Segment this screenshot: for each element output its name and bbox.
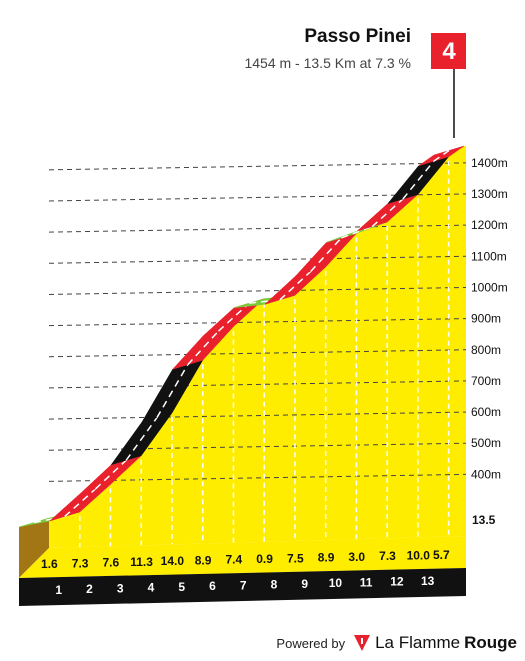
km-label: 12	[390, 575, 404, 589]
road-segment	[418, 145, 465, 166]
gridline-h	[48, 473, 467, 482]
road-centerline	[310, 237, 342, 272]
gridline-h	[48, 411, 467, 420]
road-centerline	[64, 488, 96, 518]
road-centerline	[341, 225, 373, 239]
km-label: 1	[55, 583, 62, 597]
climb-title: Passo Pinei	[304, 26, 411, 47]
brand-name-part1: La Flamme	[375, 633, 461, 652]
km-label: 11	[360, 575, 373, 589]
road-centerline	[156, 364, 189, 418]
powered-by-label: Powered by	[276, 635, 346, 651]
y-tick-label: 1000m	[471, 280, 508, 294]
road-centerline	[217, 302, 250, 332]
gradient-label: 7.3	[72, 556, 89, 570]
y-tick-label: 1200m	[471, 218, 508, 232]
profile-fill	[49, 146, 466, 548]
gradient-label: 11.3	[130, 555, 153, 569]
km-label: 6	[209, 579, 216, 593]
gradient-label: 7.5	[287, 551, 304, 565]
gradient-label: 5.7	[433, 548, 450, 562]
road-centerline	[187, 330, 219, 366]
end-km-label: 13.5	[472, 513, 496, 527]
gradient-label: 3.0	[348, 550, 365, 564]
gridline-h	[48, 318, 467, 327]
road-centerline	[125, 417, 158, 461]
y-tick-label: 900m	[471, 312, 501, 326]
km-label: 5	[178, 580, 185, 594]
y-tick-label: 600m	[471, 405, 501, 419]
summit-category-label: 4	[442, 38, 456, 65]
km-label: 4	[148, 581, 155, 595]
y-tick-label: 1300m	[471, 187, 508, 201]
km-label: 7	[240, 578, 247, 592]
km-label: 10	[329, 576, 343, 590]
km-label: 13	[421, 574, 435, 588]
summit-flag	[431, 33, 466, 69]
km-label: 8	[271, 578, 278, 592]
climb-summary: 1454 m - 13.5 Km at 7.3 %	[244, 55, 411, 71]
road-centerline	[433, 149, 450, 162]
km-label: 2	[86, 582, 93, 596]
gradient-label: 7.6	[103, 556, 120, 570]
y-tick-label: 400m	[471, 467, 501, 481]
y-tick-label: 700m	[471, 374, 501, 388]
footer: Powered by La Flamme Rouge	[276, 633, 517, 653]
road-centerline	[279, 270, 312, 301]
gradient-label: 10.0	[407, 549, 431, 563]
road-centerline	[402, 160, 435, 200]
gridline-h	[48, 442, 467, 451]
gridline-h	[48, 255, 467, 264]
gradient-label: 7.4	[225, 553, 242, 567]
gridline-h	[48, 193, 467, 202]
gridline-h	[48, 286, 467, 295]
flamme-rouge-logo-icon	[354, 635, 371, 651]
gradient-label: 8.9	[318, 551, 335, 565]
road-centerline	[371, 198, 404, 228]
km-label: 3	[117, 581, 124, 595]
gridline-h	[48, 162, 467, 171]
gradient-label: 0.9	[256, 552, 273, 566]
profile-side-face	[19, 518, 49, 578]
brand-name-part2: Rouge	[464, 633, 517, 652]
y-tick-label: 800m	[471, 343, 501, 357]
gridline-h	[48, 224, 467, 233]
y-tick-label: 500m	[471, 436, 501, 450]
km-label: 9	[301, 577, 308, 591]
gradient-label: 1.6	[41, 557, 58, 571]
gradient-strip	[19, 536, 466, 578]
brand-logo[interactable]: La Flamme Rouge	[353, 633, 517, 653]
km-bar	[19, 568, 466, 606]
gridline-h	[48, 380, 467, 389]
gradient-label: 8.9	[195, 553, 212, 567]
y-tick-label: 1400m	[471, 156, 508, 170]
gradient-label: 14.0	[161, 554, 185, 568]
gradient-label: 7.3	[379, 549, 396, 563]
gridline-h	[48, 349, 467, 358]
y-tick-label: 1100m	[471, 249, 507, 263]
